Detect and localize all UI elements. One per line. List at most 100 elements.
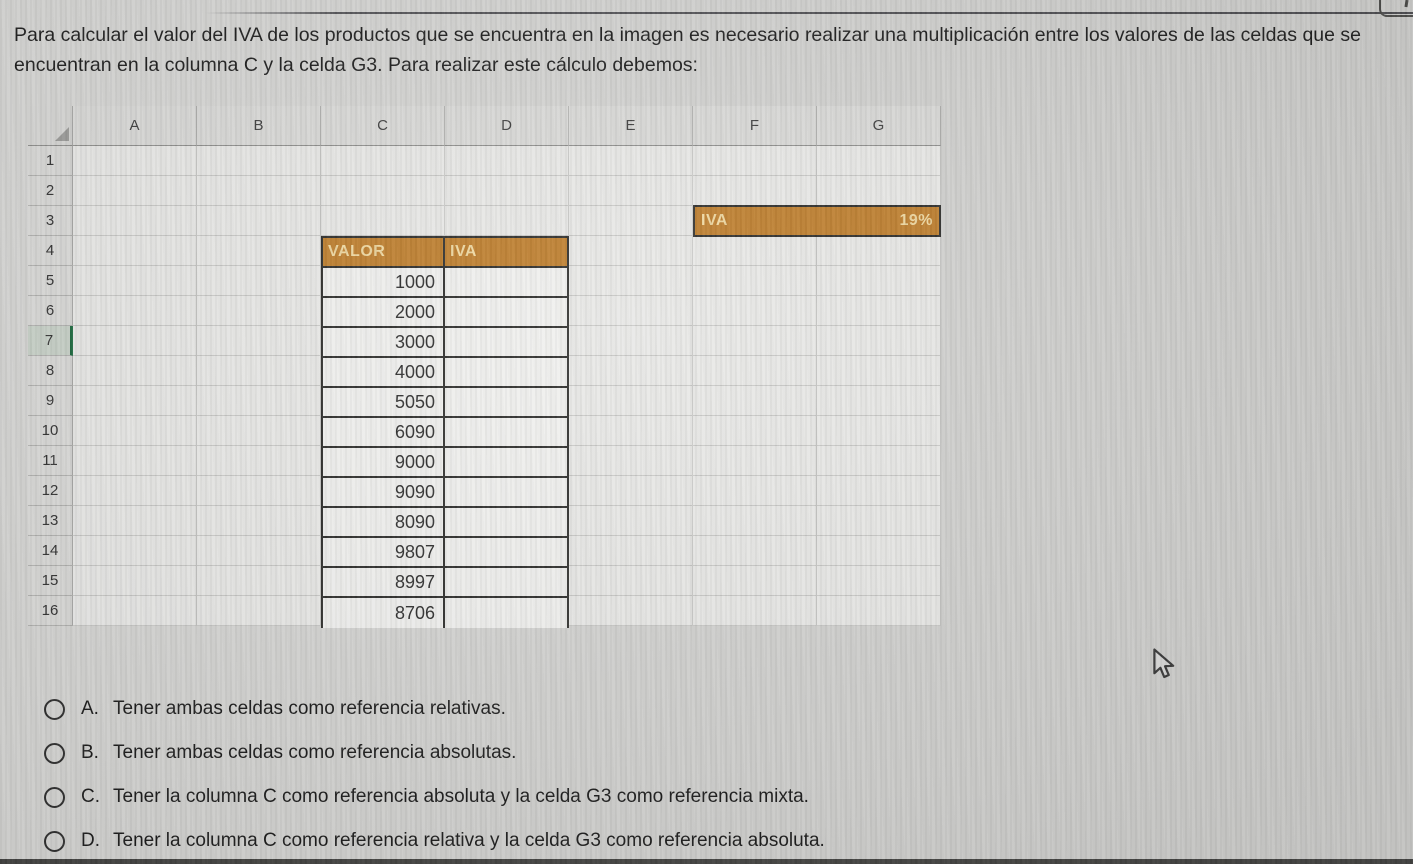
cell-f5	[693, 266, 817, 296]
cell-b7	[197, 326, 321, 356]
cell-a8	[73, 356, 197, 386]
iva-empty-cell	[445, 298, 567, 326]
row-header-14: 14	[28, 536, 73, 566]
option-letter: D.	[81, 830, 100, 851]
valor-table-header-cell: IVA	[445, 238, 567, 266]
valor-table-row: 3000	[323, 328, 567, 358]
radio-button-icon[interactable]	[44, 786, 65, 808]
option-c[interactable]: C. Tener la columna C como referencia ab…	[44, 782, 825, 812]
cell-b11	[197, 446, 321, 476]
cropped-panel-corner	[1379, 0, 1413, 17]
valor-cell: 9090	[323, 478, 445, 506]
cell-b9	[197, 386, 321, 416]
column-header-b: B	[197, 106, 321, 146]
valor-cell: 3000	[323, 328, 445, 356]
cell-e10	[569, 416, 693, 446]
valor-cell: 1000	[323, 268, 445, 296]
valor-table-row: 9090	[323, 478, 567, 508]
radio-button-icon[interactable]	[44, 742, 65, 764]
cell-a2	[73, 176, 197, 206]
iva-empty-cell	[445, 448, 567, 476]
spreadsheet: A B C D E F G 1 2 3 4 5 6 7 8 9 10 11 12 13 14 15 16 VALOR IVA 1…	[28, 106, 941, 628]
option-letter: C.	[81, 786, 100, 807]
row-header-13: 13	[28, 506, 73, 536]
option-text: Tener la columna C como referencia relat…	[113, 830, 825, 851]
row-header-3: 3	[28, 206, 73, 236]
valor-cell: 8997	[323, 568, 445, 596]
valor-cell: 9807	[323, 538, 445, 566]
option-letter: A.	[81, 698, 99, 719]
cell-a5	[73, 266, 197, 296]
cell-f15	[693, 566, 817, 596]
cell-f1	[693, 146, 817, 176]
iva-empty-cell	[445, 568, 567, 596]
cell-g8	[817, 356, 941, 386]
cell-e7	[569, 326, 693, 356]
cell-a14	[73, 536, 197, 566]
valor-table-row: 9807	[323, 538, 567, 568]
sheet-row: 1	[28, 146, 941, 176]
row-header-12: 12	[28, 476, 73, 506]
top-divider-line	[205, 12, 1413, 14]
option-text: Tener la columna C como referencia absol…	[113, 786, 809, 807]
iva-empty-cell	[445, 388, 567, 416]
cell-e9	[569, 386, 693, 416]
row-header-9: 9	[28, 386, 73, 416]
column-header-e: E	[569, 106, 693, 146]
select-all-corner	[28, 106, 73, 146]
cell-f10	[693, 416, 817, 446]
radio-button-icon[interactable]	[44, 698, 65, 720]
iva-empty-cell	[445, 538, 567, 566]
cell-g1	[817, 146, 941, 176]
option-b[interactable]: B. Tener ambas celdas como referencia ab…	[44, 738, 825, 768]
valor-table-row: 1000	[323, 268, 567, 298]
cell-a4	[73, 236, 197, 266]
iva-empty-cell	[445, 328, 567, 356]
valor-table-row: 8997	[323, 568, 567, 598]
option-d[interactable]: D. Tener la columna C como referencia re…	[44, 826, 825, 856]
cell-f14	[693, 536, 817, 566]
option-text: Tener ambas celdas como referencia relat…	[113, 698, 506, 719]
valor-cell: 8090	[323, 508, 445, 536]
valor-table-row: 5050	[323, 388, 567, 418]
cell-a3	[73, 206, 197, 236]
iva-empty-cell	[445, 418, 567, 446]
column-header-g: G	[817, 106, 941, 146]
cell-a16	[73, 596, 197, 626]
cell-f4	[693, 236, 817, 266]
cell-f8	[693, 356, 817, 386]
cell-f7	[693, 326, 817, 356]
cell-g11	[817, 446, 941, 476]
cell-b15	[197, 566, 321, 596]
valor-cell: 5050	[323, 388, 445, 416]
cell-b2	[197, 176, 321, 206]
cell-g10	[817, 416, 941, 446]
valor-table-header-row: VALOR IVA	[323, 238, 567, 268]
row-header-1: 1	[28, 146, 73, 176]
cell-a7	[73, 326, 197, 356]
iva-empty-cell	[445, 508, 567, 536]
cell-a11	[73, 446, 197, 476]
valor-table-row: 2000	[323, 298, 567, 328]
cell-e13	[569, 506, 693, 536]
radio-button-icon[interactable]	[44, 830, 65, 852]
arrow-pointer-icon	[1152, 648, 1178, 685]
cell-d3	[445, 206, 569, 236]
cell-g5	[817, 266, 941, 296]
cell-b14	[197, 536, 321, 566]
valor-table-row: 4000	[323, 358, 567, 388]
row-header-15: 15	[28, 566, 73, 596]
row-header-5: 5	[28, 266, 73, 296]
option-a[interactable]: A. Tener ambas celdas como referencia re…	[44, 694, 825, 724]
cell-g4	[817, 236, 941, 266]
cell-g14	[817, 536, 941, 566]
valor-cell: 4000	[323, 358, 445, 386]
cell-a1	[73, 146, 197, 176]
cell-a12	[73, 476, 197, 506]
cell-f12	[693, 476, 817, 506]
valor-cell: 9000	[323, 448, 445, 476]
cell-g15	[817, 566, 941, 596]
valor-table-row: 8090	[323, 508, 567, 538]
row-header-4: 4	[28, 236, 73, 266]
cell-b8	[197, 356, 321, 386]
